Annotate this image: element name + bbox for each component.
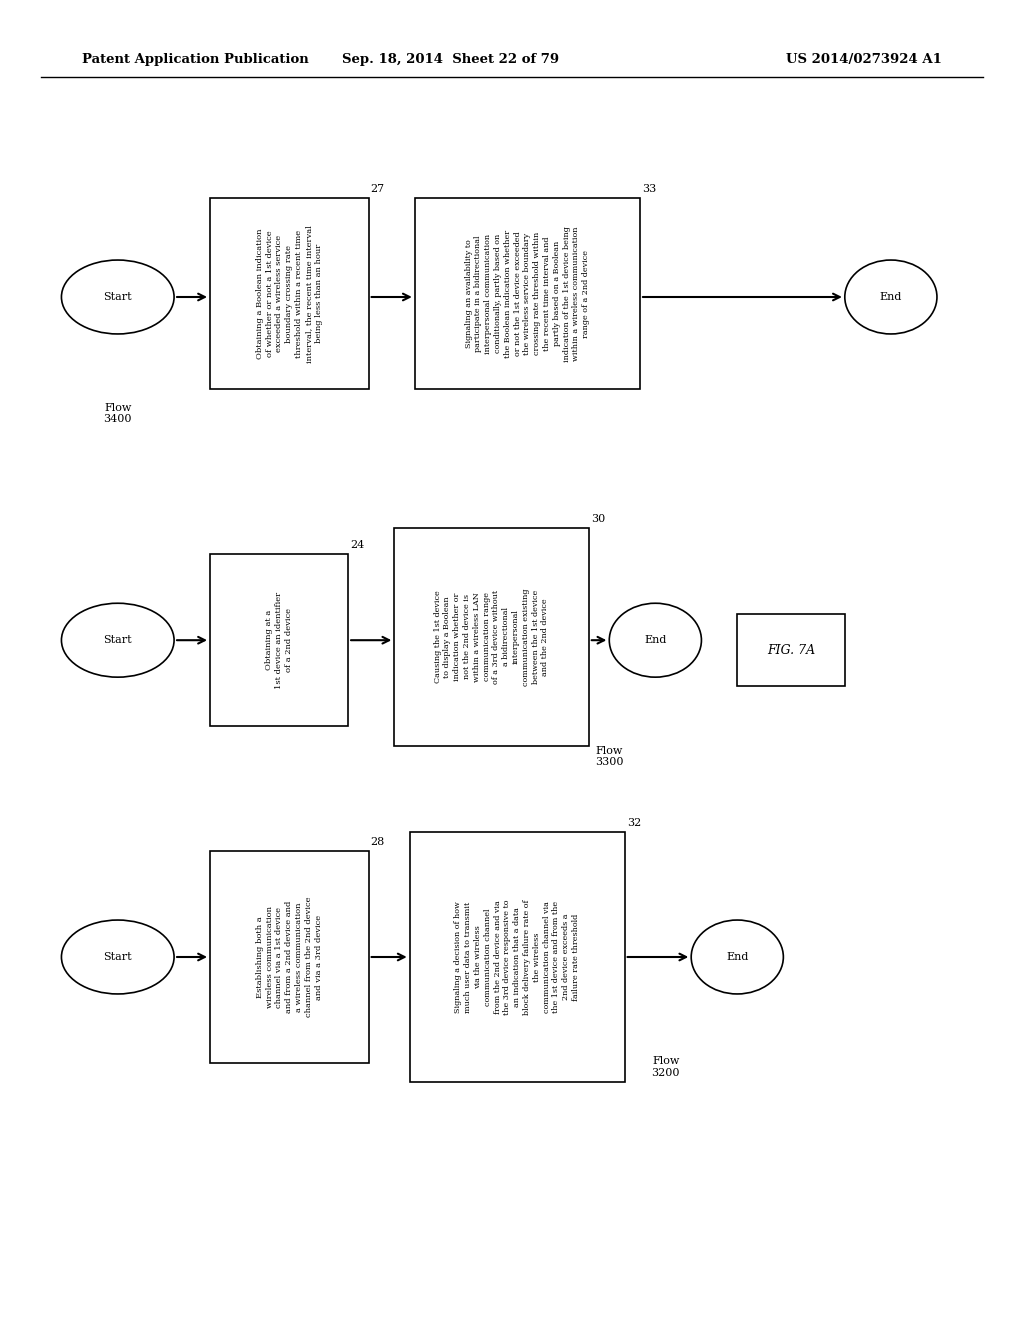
- Text: Obtaining at a
1st device an identifier
of a 2nd device: Obtaining at a 1st device an identifier …: [265, 591, 293, 689]
- Ellipse shape: [691, 920, 783, 994]
- Text: Patent Application Publication: Patent Application Publication: [82, 53, 308, 66]
- Text: 27: 27: [371, 183, 385, 194]
- Text: 24: 24: [350, 540, 365, 550]
- Bar: [210, 851, 369, 1063]
- Bar: [410, 832, 625, 1082]
- Text: End: End: [880, 292, 902, 302]
- Text: Flow
3300: Flow 3300: [595, 746, 624, 767]
- Bar: [394, 528, 589, 746]
- Bar: [415, 198, 640, 389]
- Text: End: End: [726, 952, 749, 962]
- Text: End: End: [644, 635, 667, 645]
- Bar: [210, 198, 369, 389]
- Ellipse shape: [61, 920, 174, 994]
- Text: 28: 28: [371, 837, 385, 847]
- Text: Flow
3400: Flow 3400: [103, 403, 132, 424]
- Text: Establishing both a
wireless communication
channel via a 1st device
and from a 2: Establishing both a wireless communicati…: [256, 896, 323, 1018]
- Text: 32: 32: [627, 817, 641, 828]
- Text: Start: Start: [103, 952, 132, 962]
- Text: 30: 30: [591, 513, 605, 524]
- Ellipse shape: [61, 603, 174, 677]
- Text: Signaling an availability to
participate in a bidirectional
interpersonal commun: Signaling an availability to participate…: [465, 226, 590, 362]
- Text: Obtaining a Boolean indication
of whether or not a 1st device
exceeded a wireles: Obtaining a Boolean indication of whethe…: [256, 224, 323, 363]
- Text: Flow
3200: Flow 3200: [651, 1056, 680, 1077]
- Text: Signaling a decision of how
much user data to transmit
via the wireless
communic: Signaling a decision of how much user da…: [455, 899, 580, 1015]
- Text: Start: Start: [103, 292, 132, 302]
- Ellipse shape: [845, 260, 937, 334]
- Ellipse shape: [61, 260, 174, 334]
- Text: Sep. 18, 2014  Sheet 22 of 79: Sep. 18, 2014 Sheet 22 of 79: [342, 53, 559, 66]
- Ellipse shape: [609, 603, 701, 677]
- Text: 33: 33: [642, 183, 656, 194]
- Bar: [210, 554, 348, 726]
- Bar: [737, 614, 845, 686]
- Text: Start: Start: [103, 635, 132, 645]
- Text: US 2014/0273924 A1: US 2014/0273924 A1: [786, 53, 942, 66]
- Text: Causing the 1st device
to display a Boolean
indication whether or
not the 2nd de: Causing the 1st device to display a Bool…: [433, 589, 550, 685]
- Text: FIG. 7A: FIG. 7A: [767, 644, 815, 656]
